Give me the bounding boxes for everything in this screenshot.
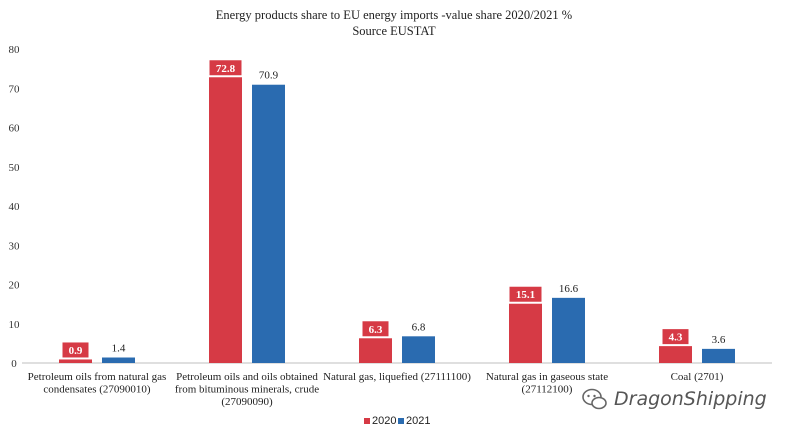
watermark: DragonShipping <box>582 388 767 410</box>
bar-2021 <box>102 357 135 363</box>
category-label: condensates (27090010) <box>43 384 151 396</box>
watermark-text: DragonShipping <box>614 388 767 410</box>
data-label: 16.6 <box>559 283 579 295</box>
data-label: 6.8 <box>412 321 426 333</box>
chart-title: Energy products share to EU energy impor… <box>216 8 572 22</box>
y-axis: 0 10 20 30 40 50 60 70 80 <box>9 44 772 370</box>
y-tick-label: 0 <box>11 358 17 370</box>
bar-2020 <box>509 303 542 363</box>
bar-2021 <box>402 336 435 363</box>
bar-2021 <box>252 84 285 363</box>
category-label: Natural gas, liquefied (27111100) <box>323 371 471 383</box>
data-label: 70.9 <box>259 70 279 82</box>
y-tick-label: 10 <box>9 319 21 331</box>
y-tick-label: 70 <box>9 83 21 95</box>
category-label: (27112100) <box>522 384 573 396</box>
y-tick-label: 40 <box>9 201 21 213</box>
bar-2021 <box>702 348 735 363</box>
category-label: Petroleum oils and oils obtained <box>176 371 318 383</box>
legend-swatch <box>398 418 404 424</box>
category-label: Coal (2701) <box>671 371 724 383</box>
wechat-icon <box>582 388 607 410</box>
data-label: 6.3 <box>369 324 383 336</box>
y-tick-label: 60 <box>9 123 21 135</box>
bar-2020 <box>359 338 392 363</box>
category-labels: Petroleum oils from natural gascondensat… <box>28 371 724 408</box>
bar-2021 <box>552 297 585 363</box>
legend-label: 2021 <box>406 415 430 427</box>
category-label: (27090090) <box>221 396 273 408</box>
chart-subtitle: Source EUSTAT <box>352 24 436 38</box>
data-label: 72.8 <box>216 63 236 75</box>
data-label: 1.4 <box>112 343 126 355</box>
y-tick-label: 80 <box>9 44 21 56</box>
bar-2020 <box>209 77 242 363</box>
y-tick-label: 50 <box>9 162 21 174</box>
category-label: Petroleum oils from natural gas <box>28 371 167 383</box>
bar-2020 <box>59 359 92 363</box>
legend-swatch <box>364 418 370 424</box>
data-label: 4.3 <box>669 332 683 344</box>
data-label: 3.6 <box>712 334 726 346</box>
data-label-box <box>62 342 89 358</box>
data-label: 15.1 <box>516 289 535 301</box>
bars: 0.9 1.4 72.8 70.9 6.3 6.8 15.1 16.6 4.3 3.6 <box>59 60 735 363</box>
data-label: 0.9 <box>69 345 83 357</box>
data-label-box <box>662 329 689 345</box>
legend-label: 2020 <box>372 415 396 427</box>
category-label: Natural gas in gaseous state <box>486 371 608 383</box>
data-label-box <box>362 321 389 337</box>
category-label: from bituminous minerals, crude <box>175 384 319 396</box>
data-label-box <box>209 60 242 76</box>
y-tick-label: 20 <box>9 280 21 292</box>
bar-2020 <box>659 346 692 363</box>
legend: 2020 2021 <box>364 415 430 427</box>
data-label-box <box>509 286 542 302</box>
y-tick-label: 30 <box>9 240 21 252</box>
